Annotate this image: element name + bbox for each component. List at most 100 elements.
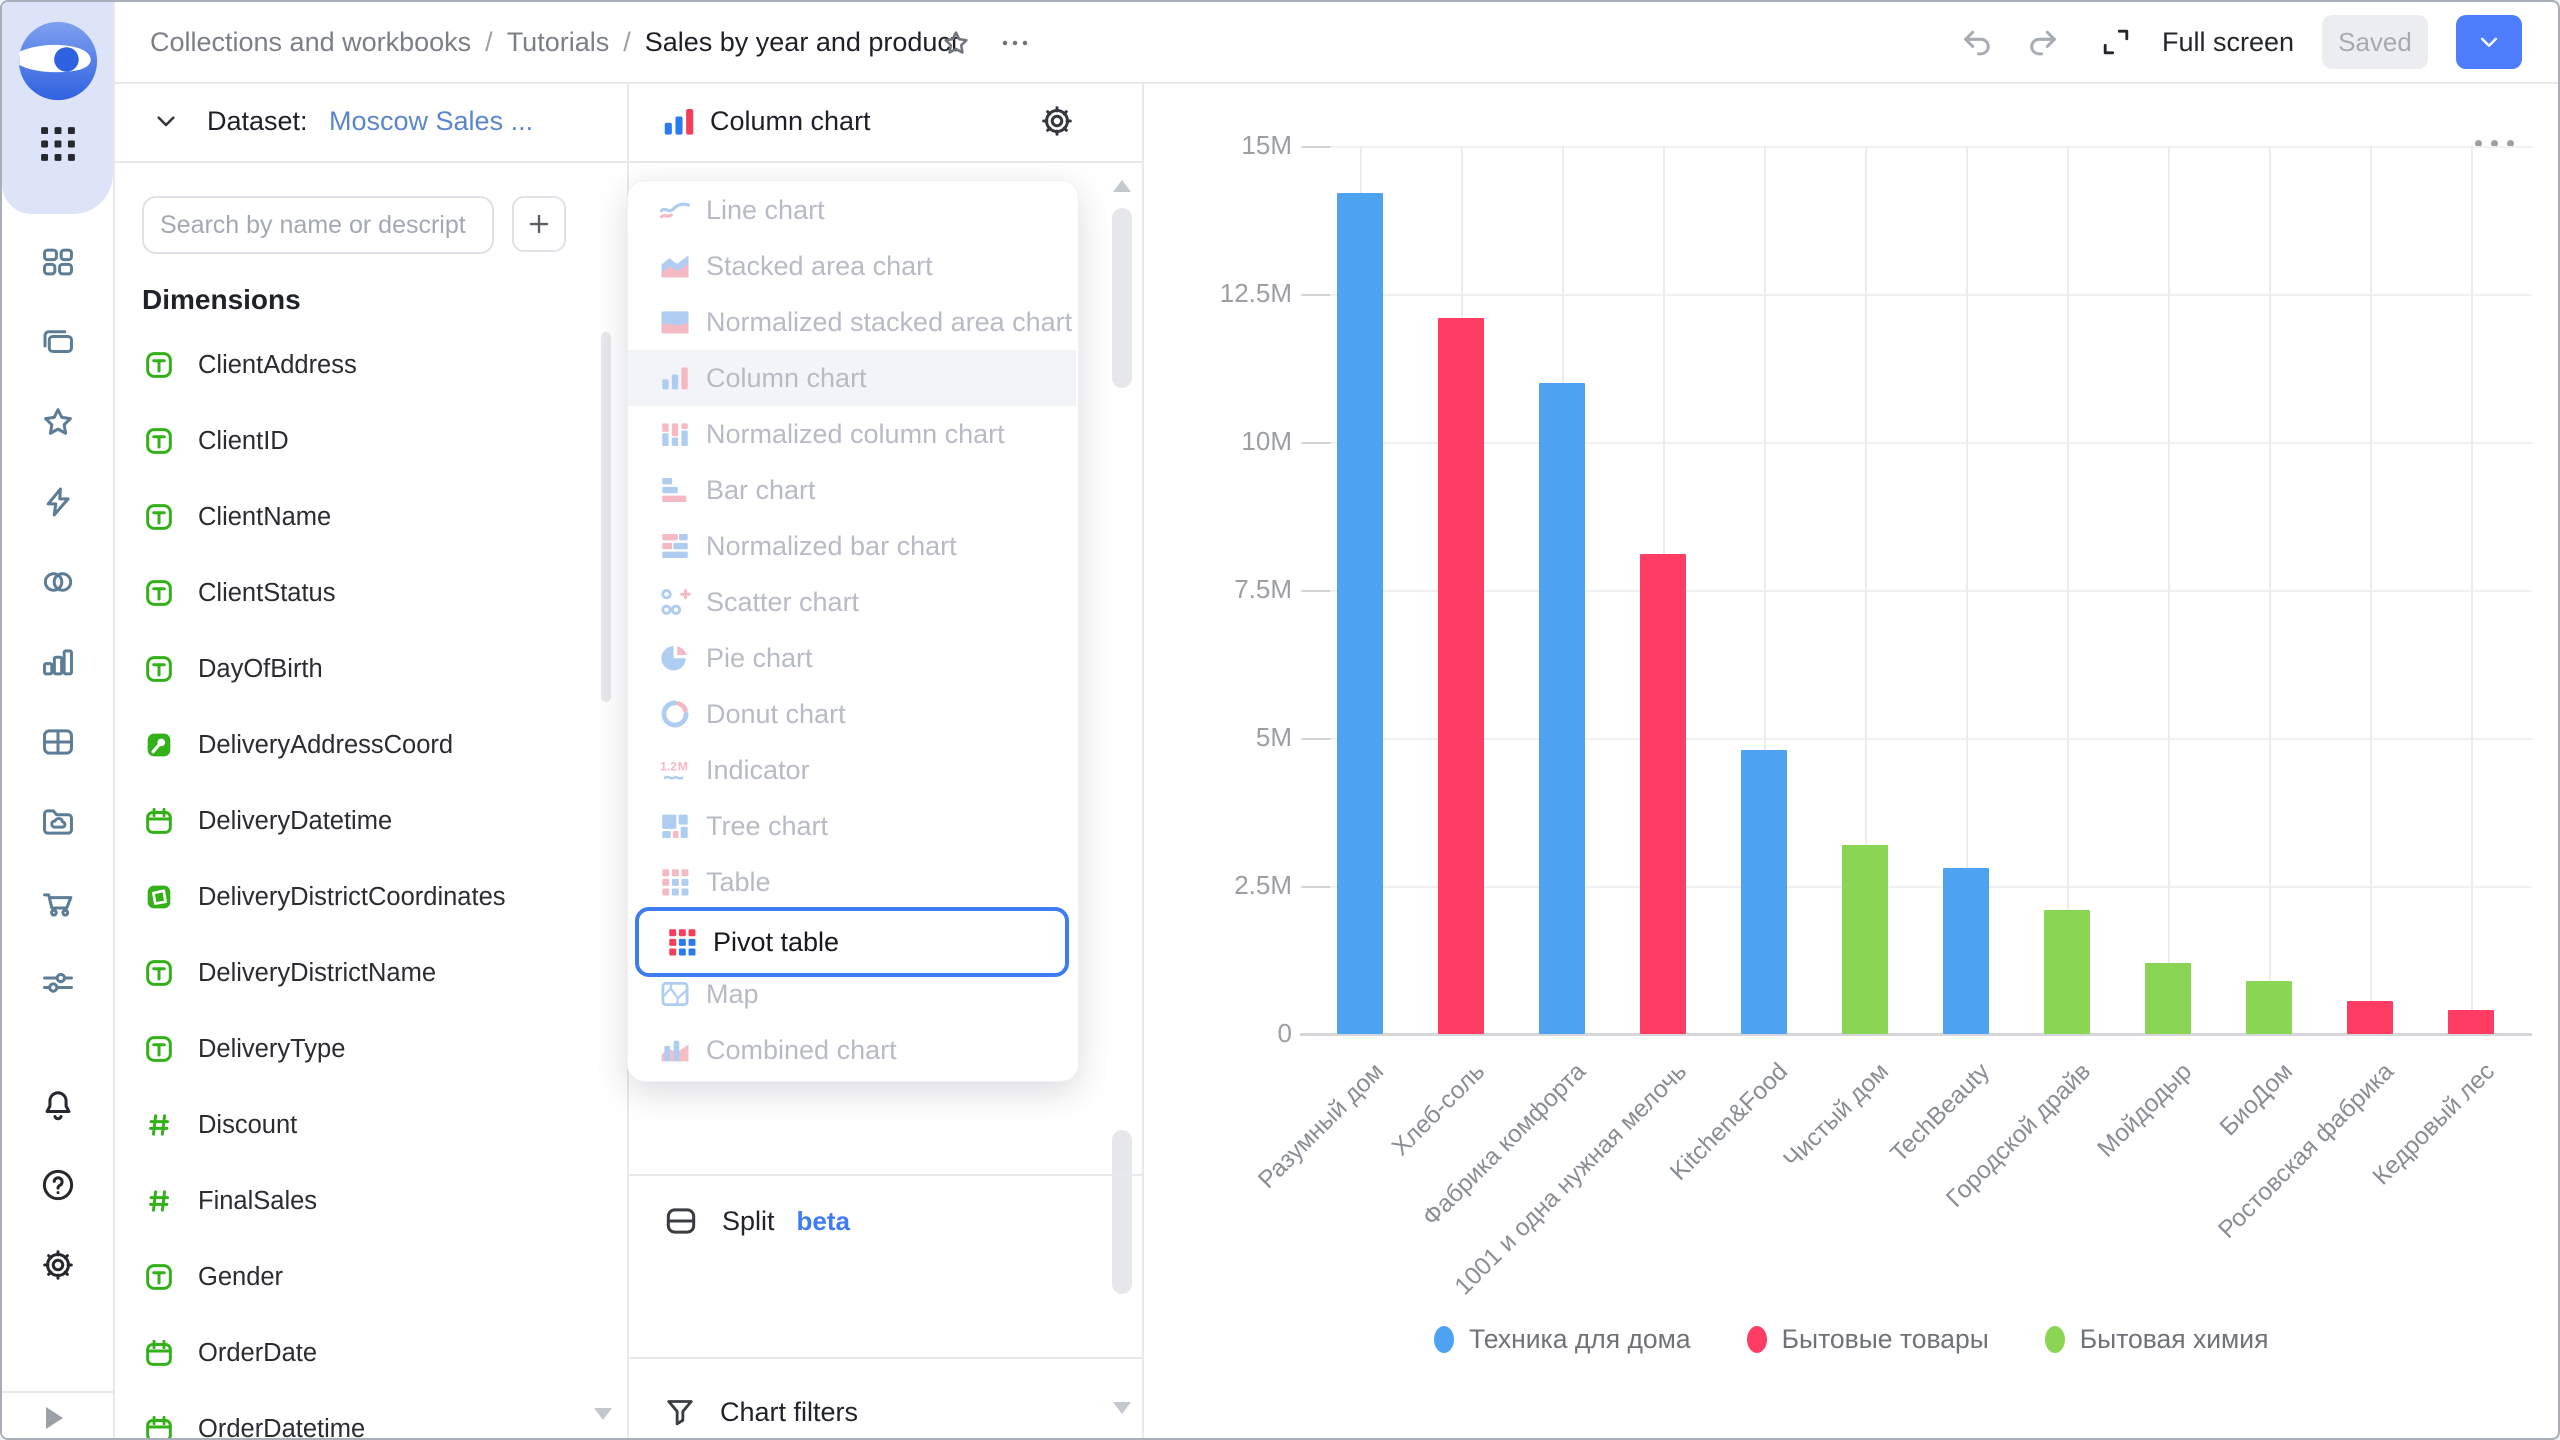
bell-icon[interactable]: [39, 1086, 77, 1124]
chevron-down-icon[interactable]: [150, 105, 182, 137]
tiles-icon[interactable]: [39, 243, 77, 281]
menu-item-bar-chart[interactable]: Bar chart: [628, 462, 1076, 518]
field-number-icon: [142, 1184, 176, 1218]
field-item[interactable]: DeliveryDatetime: [142, 799, 392, 843]
breadcrumb-separator: /: [623, 26, 631, 57]
bar-Городской драйв[interactable]: [2044, 909, 2090, 1034]
sliders-icon[interactable]: [39, 963, 77, 1001]
field-item[interactable]: ClientID: [142, 419, 289, 463]
field-item[interactable]: FinalSales: [142, 1179, 317, 1223]
gridline: [1300, 590, 2532, 592]
scroll-up-icon[interactable]: [1113, 180, 1131, 192]
menu-item-label: Column chart: [706, 362, 867, 393]
bar-Кедровый лес[interactable]: [2448, 1010, 2494, 1034]
scroll-down-icon[interactable]: [594, 1408, 612, 1420]
pie-chart-icon: [658, 641, 692, 675]
expand-icon[interactable]: [2098, 24, 2134, 60]
menu-item-indicator[interactable]: 1.2 M Indicator: [628, 742, 1076, 798]
bar-БиоДом[interactable]: [2246, 980, 2292, 1034]
scatter-chart-icon: [658, 585, 692, 619]
y-axis-tick-label: 12.5M: [1219, 278, 1292, 308]
menu-item-line-chart[interactable]: Line chart: [628, 182, 1076, 238]
menu-item-scatter-chart[interactable]: Scatter chart: [628, 574, 1076, 630]
field-item[interactable]: Discount: [142, 1103, 297, 1147]
field-item[interactable]: OrderDatetime: [142, 1407, 365, 1438]
field-item[interactable]: OrderDate: [142, 1331, 317, 1375]
field-item[interactable]: Gender: [142, 1255, 283, 1299]
favorite-star-icon[interactable]: [940, 27, 972, 59]
folder-cloud-icon[interactable]: [39, 803, 77, 841]
field-item[interactable]: ClientStatus: [142, 571, 336, 615]
field-item[interactable]: DeliveryDistrictName: [142, 951, 436, 995]
menu-item-normalized-bar-chart[interactable]: Normalized bar chart: [628, 518, 1076, 574]
help-icon[interactable]: [39, 1166, 77, 1204]
scroll-down-icon[interactable]: [1113, 1402, 1131, 1414]
viz-scrollbar-thumb[interactable]: [1112, 1130, 1132, 1294]
undo-icon[interactable]: [1958, 23, 1996, 61]
menu-item-donut-chart[interactable]: Donut chart: [628, 686, 1076, 742]
linked-circles-icon[interactable]: [39, 563, 77, 601]
menu-item-table[interactable]: Table: [628, 854, 1076, 910]
menu-item-combined-chart[interactable]: Combined chart: [628, 1022, 1076, 1078]
field-item[interactable]: DeliveryType: [142, 1027, 345, 1071]
visualization-selector[interactable]: Column chart: [710, 106, 871, 136]
bar-chart-icon[interactable]: [39, 643, 77, 681]
menu-item-stacked-area-chart[interactable]: Stacked area chart: [628, 238, 1076, 294]
breadcrumb-item[interactable]: Tutorials: [506, 26, 610, 57]
dataset-name-link[interactable]: Moscow Sales ...: [329, 106, 534, 136]
chart-filters-section[interactable]: Chart filters: [662, 1394, 858, 1430]
bar-Чистый дом[interactable]: [1842, 844, 1888, 1034]
bar-Мойдодыр[interactable]: [2145, 962, 2191, 1034]
field-text-icon: [142, 956, 176, 990]
apps-grid-icon[interactable]: [35, 121, 81, 167]
chart-more-options-icon[interactable]: [2475, 140, 2514, 147]
field-item[interactable]: ClientAddress: [142, 343, 357, 387]
sidebar-expand-icon[interactable]: [46, 1407, 63, 1429]
x-axis-line: [1300, 1033, 2532, 1036]
menu-item-label: Bar chart: [706, 474, 816, 505]
legend-item[interactable]: Бытовая химия: [2044, 1324, 2268, 1355]
redo-icon[interactable]: [2024, 23, 2062, 61]
bar-Ростовская фабрика[interactable]: [2347, 1001, 2393, 1034]
add-field-button[interactable]: [512, 196, 566, 252]
saved-button[interactable]: Saved: [2322, 15, 2428, 69]
menu-item-pivot-table[interactable]: Pivot table: [635, 907, 1069, 977]
search-input[interactable]: [142, 196, 494, 254]
menu-item-pie-chart[interactable]: Pie chart: [628, 630, 1076, 686]
bar-Фабрика комфорта[interactable]: [1539, 382, 1585, 1034]
bar-Разумный дом[interactable]: [1337, 193, 1383, 1034]
menu-item-label: Tree chart: [706, 810, 829, 841]
gear-icon[interactable]: [39, 1246, 77, 1284]
menu-item-normalized-column-chart[interactable]: Normalized column chart: [628, 406, 1076, 462]
fields-scrollbar[interactable]: [601, 332, 611, 702]
lightning-icon[interactable]: [39, 483, 77, 521]
menu-item-tree-chart[interactable]: Tree chart: [628, 798, 1076, 854]
cart-icon[interactable]: [39, 883, 77, 921]
star-icon[interactable]: [39, 403, 77, 441]
collections-stack-icon[interactable]: [39, 323, 77, 361]
breadcrumb-item[interactable]: Collections and workbooks: [150, 26, 472, 57]
field-item[interactable]: DeliveryDistrictCoordinates: [142, 875, 506, 919]
gear-icon[interactable]: [1038, 102, 1076, 140]
menu-item-column-chart[interactable]: Column chart: [628, 350, 1076, 406]
field-item[interactable]: DayOfBirth: [142, 647, 323, 691]
more-options-icon[interactable]: [998, 27, 1032, 59]
menu-item-map[interactable]: Map: [628, 966, 1076, 1022]
legend-item[interactable]: Бытовые товары: [1746, 1324, 1989, 1355]
bar-Kitchen&Food[interactable]: [1741, 749, 1787, 1034]
bar-1001 и одна нужная мелочь[interactable]: [1640, 554, 1686, 1034]
menu-item-normalized-stacked-area-chart[interactable]: Normalized stacked area chart: [628, 294, 1076, 350]
save-dropdown-button[interactable]: [2456, 15, 2522, 69]
legend-item[interactable]: Техника для дома: [1434, 1324, 1691, 1355]
field-item[interactable]: DeliveryAddressCoord: [142, 723, 453, 767]
field-item[interactable]: ClientName: [142, 495, 331, 539]
field-label: DayOfBirth: [198, 654, 323, 683]
field-label: FinalSales: [198, 1186, 318, 1215]
bar-Хлеб-соль[interactable]: [1438, 317, 1484, 1034]
datalens-logo[interactable]: [12, 15, 104, 107]
table-grid-icon[interactable]: [39, 723, 77, 761]
viz-scrollbar-thumb[interactable]: [1112, 208, 1132, 388]
bar-TechBeauty[interactable]: [1943, 868, 1989, 1034]
split-section[interactable]: Split beta: [662, 1202, 850, 1240]
full-screen-button[interactable]: Full screen: [2161, 26, 2294, 57]
